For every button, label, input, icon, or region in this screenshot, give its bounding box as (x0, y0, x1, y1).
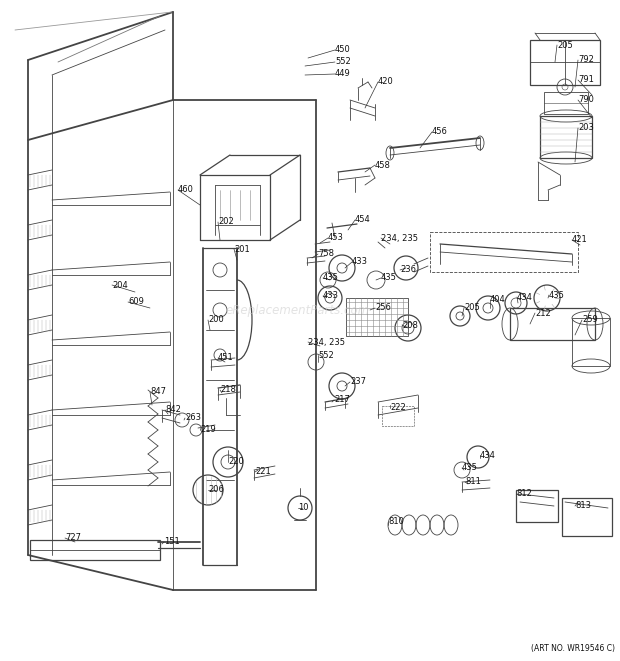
Bar (540, 116, 592, 158)
Text: 202: 202 (218, 217, 234, 227)
Text: 256: 256 (375, 303, 391, 313)
Text: 236: 236 (400, 266, 416, 274)
Text: 460: 460 (178, 186, 194, 194)
Text: 433: 433 (323, 292, 339, 301)
Text: 222: 222 (390, 403, 405, 412)
Text: 404: 404 (490, 295, 506, 305)
Text: 237: 237 (350, 377, 366, 387)
Text: 206: 206 (208, 485, 224, 494)
Text: 791: 791 (578, 75, 594, 85)
Text: 434: 434 (480, 451, 496, 459)
Text: 451: 451 (218, 354, 234, 362)
Bar (510, 308, 595, 340)
Text: 204: 204 (112, 280, 128, 290)
Bar (382, 406, 414, 426)
Text: 200: 200 (208, 315, 224, 325)
Text: 205: 205 (464, 303, 480, 313)
Text: 434: 434 (517, 293, 533, 301)
Text: 263: 263 (185, 414, 201, 422)
Text: 217: 217 (334, 395, 350, 405)
Text: 220: 220 (228, 457, 244, 467)
Text: 435: 435 (323, 274, 339, 282)
Text: 218: 218 (220, 385, 236, 395)
Text: 810: 810 (388, 518, 404, 527)
Text: 219: 219 (200, 426, 216, 434)
Text: 205: 205 (557, 40, 573, 50)
Text: 449: 449 (335, 69, 351, 79)
Bar (30, 540, 160, 560)
Text: 435: 435 (462, 463, 478, 473)
Text: 727: 727 (65, 533, 81, 543)
Text: 847: 847 (150, 387, 166, 397)
Bar (572, 318, 610, 366)
Text: 10: 10 (298, 504, 309, 512)
Text: (ART NO. WR19546 C): (ART NO. WR19546 C) (531, 644, 615, 653)
Text: 234, 235: 234, 235 (381, 233, 418, 243)
Text: 259: 259 (582, 315, 598, 325)
Text: 421: 421 (572, 235, 588, 245)
Text: 792: 792 (578, 56, 594, 65)
Text: 435: 435 (381, 274, 397, 282)
Bar (544, 92, 588, 114)
Text: 842: 842 (165, 405, 181, 414)
Text: 453: 453 (328, 233, 344, 243)
Text: 433: 433 (352, 258, 368, 266)
Bar (530, 40, 600, 85)
Text: 208: 208 (402, 321, 418, 329)
Text: 201: 201 (234, 245, 250, 254)
Text: 450: 450 (335, 46, 351, 54)
Text: 552: 552 (335, 58, 351, 67)
Text: 221: 221 (255, 467, 271, 477)
Text: 234, 235: 234, 235 (308, 338, 345, 346)
Bar (516, 490, 558, 522)
Bar (346, 298, 408, 336)
Text: 203: 203 (578, 124, 594, 132)
Text: 212: 212 (535, 309, 551, 317)
Text: 552: 552 (318, 350, 334, 360)
Text: 812: 812 (516, 490, 532, 498)
Text: eReplacementParts.com: eReplacementParts.com (226, 304, 370, 317)
Text: 609: 609 (128, 297, 144, 307)
Text: 790: 790 (578, 95, 594, 104)
Bar (430, 232, 578, 272)
Text: 458: 458 (375, 161, 391, 169)
Bar (562, 498, 612, 536)
Text: 454: 454 (355, 215, 371, 225)
Text: 435: 435 (549, 290, 565, 299)
Text: 811: 811 (465, 477, 481, 486)
Text: 420: 420 (378, 77, 394, 87)
Text: 758: 758 (318, 249, 334, 258)
Text: 813: 813 (575, 502, 591, 510)
Text: 456: 456 (432, 128, 448, 137)
Text: 151: 151 (164, 537, 180, 547)
